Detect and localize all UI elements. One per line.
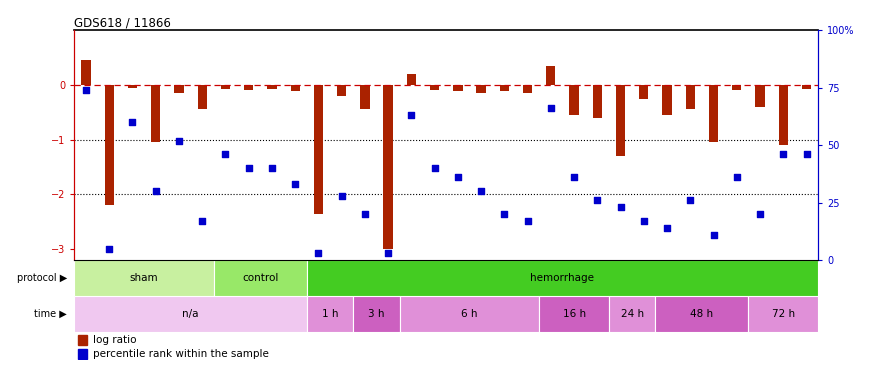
Text: 16 h: 16 h bbox=[563, 309, 585, 319]
Bar bbox=[639, 85, 648, 99]
Point bbox=[334, 193, 348, 199]
Point bbox=[776, 152, 790, 157]
Text: 24 h: 24 h bbox=[620, 309, 644, 319]
Bar bbox=[174, 85, 184, 93]
Bar bbox=[290, 85, 300, 92]
Bar bbox=[779, 85, 788, 145]
Point bbox=[497, 211, 511, 217]
Bar bbox=[78, 349, 87, 358]
Point bbox=[800, 152, 814, 157]
Point bbox=[382, 251, 396, 257]
Text: sham: sham bbox=[130, 273, 158, 283]
Point bbox=[404, 112, 418, 118]
Bar bbox=[78, 334, 87, 345]
Bar bbox=[198, 85, 206, 109]
Bar bbox=[74, 296, 307, 332]
Point bbox=[219, 152, 233, 157]
Bar bbox=[748, 296, 818, 332]
Bar bbox=[105, 85, 114, 206]
Bar bbox=[407, 74, 416, 85]
Bar bbox=[539, 296, 609, 332]
Bar bbox=[709, 85, 718, 142]
Bar bbox=[802, 85, 811, 89]
Text: log ratio: log ratio bbox=[93, 335, 136, 345]
Point bbox=[288, 181, 302, 187]
Bar bbox=[592, 85, 602, 118]
Point bbox=[428, 165, 442, 171]
Bar bbox=[267, 85, 276, 89]
Point bbox=[265, 165, 279, 171]
Point bbox=[613, 204, 627, 210]
Bar bbox=[151, 85, 160, 142]
Text: protocol ▶: protocol ▶ bbox=[17, 273, 67, 283]
Bar bbox=[755, 85, 765, 107]
Point bbox=[706, 232, 720, 238]
Text: GDS618 / 11866: GDS618 / 11866 bbox=[74, 17, 172, 30]
Bar bbox=[354, 296, 400, 332]
Point bbox=[451, 174, 465, 180]
Point bbox=[660, 225, 674, 231]
Point bbox=[242, 165, 256, 171]
Bar bbox=[655, 296, 748, 332]
Point bbox=[521, 218, 535, 224]
Bar bbox=[128, 85, 137, 87]
Bar bbox=[220, 85, 230, 89]
Point bbox=[312, 251, 326, 257]
Text: 72 h: 72 h bbox=[772, 309, 794, 319]
Point bbox=[125, 119, 139, 125]
Bar bbox=[307, 260, 818, 296]
Bar bbox=[477, 85, 486, 93]
Bar bbox=[383, 85, 393, 249]
Point bbox=[753, 211, 767, 217]
Text: control: control bbox=[242, 273, 278, 283]
Text: percentile rank within the sample: percentile rank within the sample bbox=[93, 349, 269, 359]
Bar bbox=[74, 260, 213, 296]
Bar bbox=[453, 85, 463, 92]
Bar bbox=[400, 296, 539, 332]
Point bbox=[567, 174, 581, 180]
Text: 1 h: 1 h bbox=[322, 309, 339, 319]
Text: hemorrhage: hemorrhage bbox=[530, 273, 594, 283]
Point bbox=[172, 138, 186, 144]
Point bbox=[358, 211, 372, 217]
Bar bbox=[546, 66, 556, 85]
Bar bbox=[307, 296, 354, 332]
Bar bbox=[732, 85, 741, 90]
Bar bbox=[314, 85, 323, 214]
Point bbox=[102, 246, 116, 252]
Text: 48 h: 48 h bbox=[690, 309, 713, 319]
Text: n/a: n/a bbox=[182, 309, 199, 319]
Point bbox=[544, 105, 558, 111]
Point bbox=[195, 218, 209, 224]
Bar bbox=[214, 260, 307, 296]
Bar bbox=[662, 85, 672, 115]
Point bbox=[683, 197, 697, 203]
Point bbox=[591, 197, 605, 203]
Bar bbox=[244, 85, 254, 90]
Bar bbox=[523, 85, 532, 93]
Point bbox=[149, 188, 163, 194]
Point bbox=[474, 188, 488, 194]
Text: time ▶: time ▶ bbox=[34, 309, 67, 319]
Text: 6 h: 6 h bbox=[461, 309, 478, 319]
Text: 3 h: 3 h bbox=[368, 309, 385, 319]
Bar bbox=[360, 85, 369, 109]
Point bbox=[637, 218, 651, 224]
Bar bbox=[686, 85, 695, 109]
Bar bbox=[609, 296, 655, 332]
Bar bbox=[616, 85, 626, 156]
Bar bbox=[81, 60, 91, 85]
Bar bbox=[500, 85, 509, 92]
Bar bbox=[570, 85, 578, 115]
Bar bbox=[430, 85, 439, 90]
Point bbox=[79, 87, 93, 93]
Bar bbox=[337, 85, 346, 96]
Point bbox=[730, 174, 744, 180]
